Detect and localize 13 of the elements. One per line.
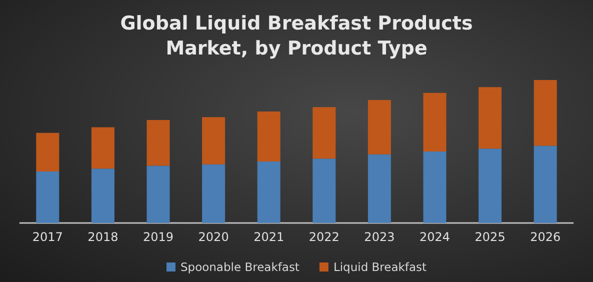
x-tick-label: 2020 (198, 230, 229, 244)
x-tick-label: 2017 (32, 230, 63, 244)
x-tick-label: 2026 (530, 230, 561, 244)
chart-title: Global Liquid Breakfast Products Market, by Product Type (120, 12, 473, 60)
x-tick-label: 2018 (88, 230, 118, 244)
legend-label: Liquid Breakfast (333, 260, 428, 274)
x-tick-label: 2025 (474, 230, 506, 244)
x-tick-label: 2019 (142, 230, 174, 244)
x-tick-label: 2021 (254, 230, 284, 244)
legend-label: Spoonable Breakfast (180, 260, 300, 274)
x-tick-label: 2023 (364, 230, 395, 244)
x-tick-label: 2022 (308, 230, 340, 244)
x-tick-label: 2024 (419, 230, 450, 244)
